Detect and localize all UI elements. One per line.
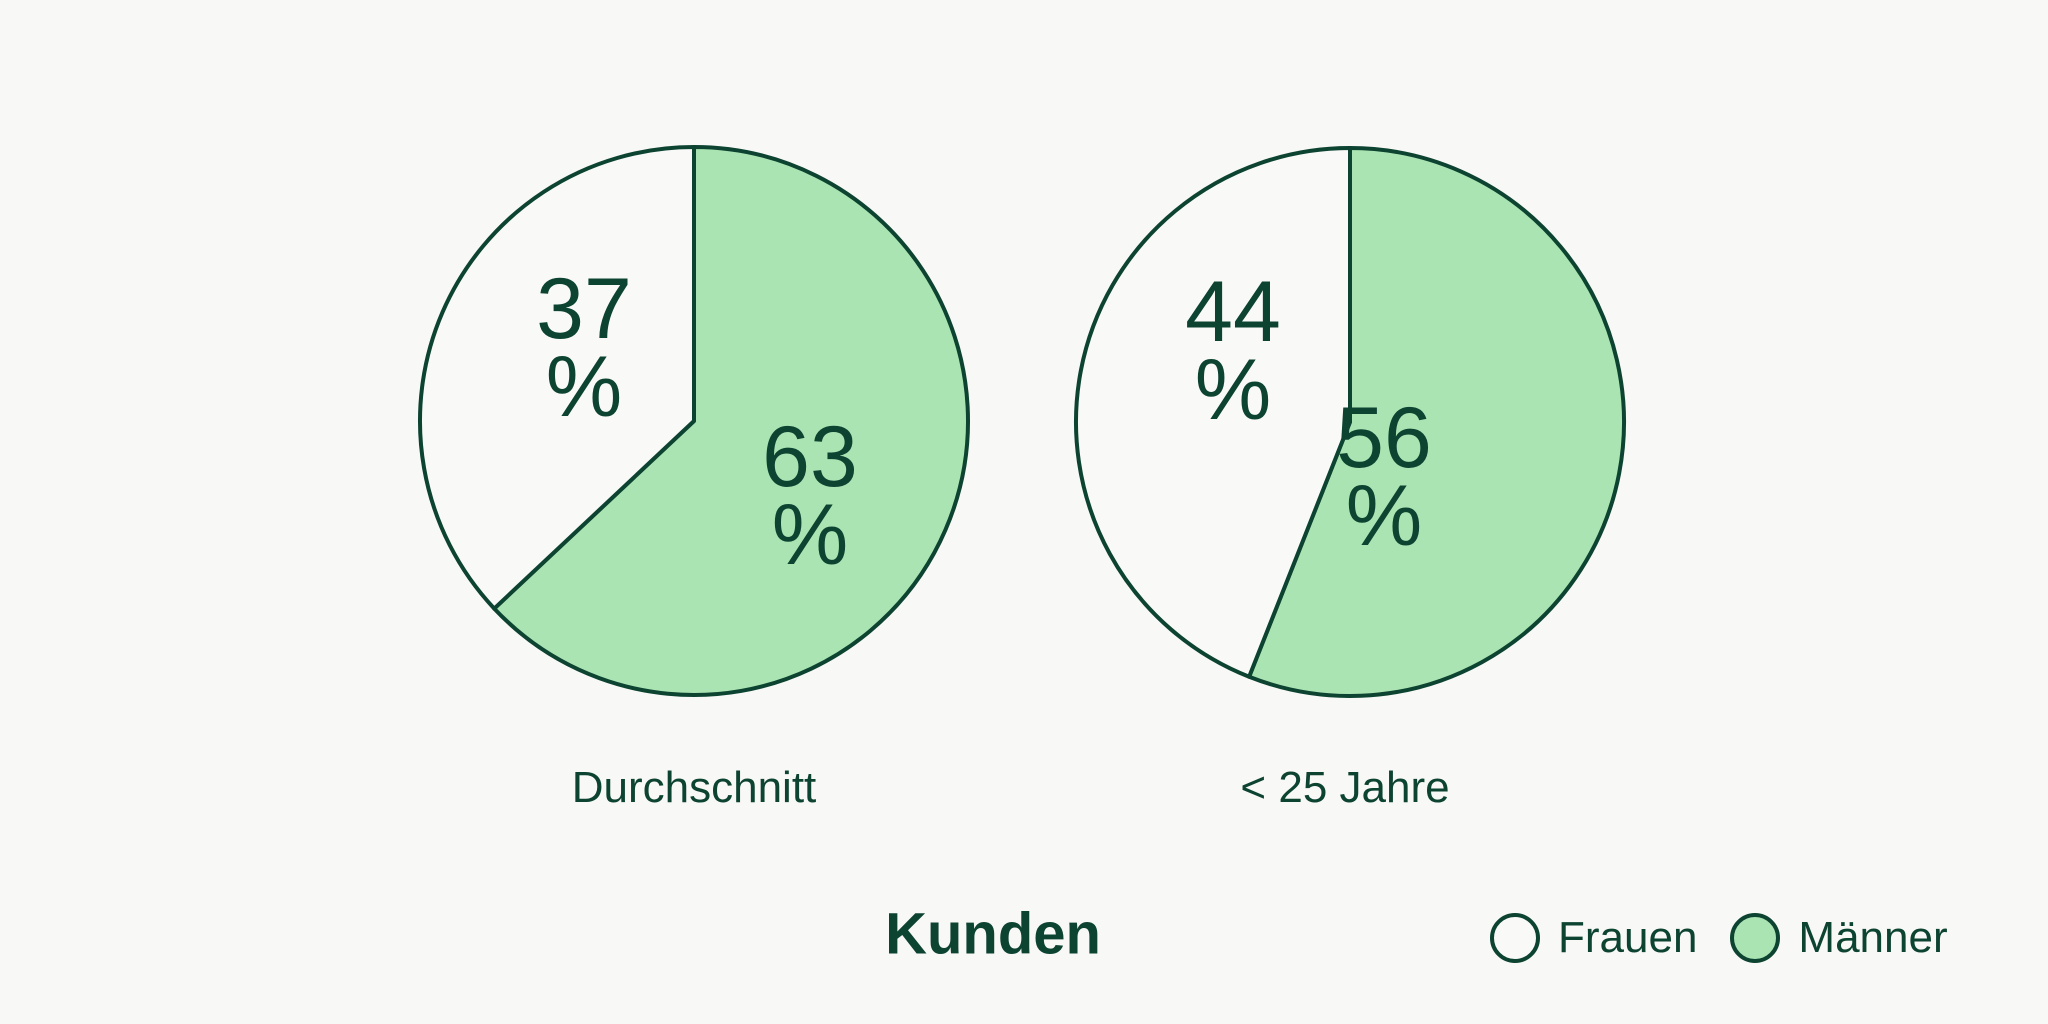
legend-item-maenner: Männer	[1730, 913, 1948, 963]
pie2-maenner-unit: %	[1345, 468, 1423, 564]
pie2-slice-frauen	[1074, 146, 1352, 679]
legend-circle-frauen-icon	[1490, 913, 1540, 963]
pie2-caption: < 25 Jahre	[1240, 763, 1450, 812]
pie1-maenner-value: 63	[762, 409, 858, 505]
pie1-maenner-unit: %	[771, 487, 849, 583]
pie1-maenner-percent-label: 63 %	[762, 409, 858, 583]
legend-label-maenner: Männer	[1798, 913, 1948, 962]
pie1-frauen-unit: %	[545, 339, 623, 435]
pie-unter-25-jahre	[1074, 146, 1626, 698]
pie1-slice-männer	[492, 145, 970, 697]
pie1-caption: Durchschnitt	[571, 763, 817, 812]
pie2-slice-männer	[1247, 146, 1626, 698]
pie2-maenner-value: 56	[1336, 390, 1432, 486]
pie2-frauen-value: 44	[1185, 264, 1281, 360]
legend: Frauen Männer	[1490, 913, 1948, 963]
pie2-frauen-unit: %	[1194, 342, 1272, 438]
pie-durchschnitt	[418, 145, 970, 697]
pie1-frauen-percent-label: 37 %	[536, 261, 632, 435]
legend-item-frauen: Frauen	[1490, 913, 1697, 963]
legend-circle-maenner-icon	[1730, 913, 1781, 963]
pie2-maenner-percent-label: 56 %	[1336, 390, 1432, 564]
pie2-frauen-percent-label: 44 %	[1185, 264, 1281, 438]
pie1-frauen-value: 37	[536, 261, 632, 357]
chart-title: Kunden	[885, 901, 1101, 967]
legend-label-frauen: Frauen	[1558, 913, 1698, 962]
pie1-slice-frauen	[418, 145, 696, 611]
